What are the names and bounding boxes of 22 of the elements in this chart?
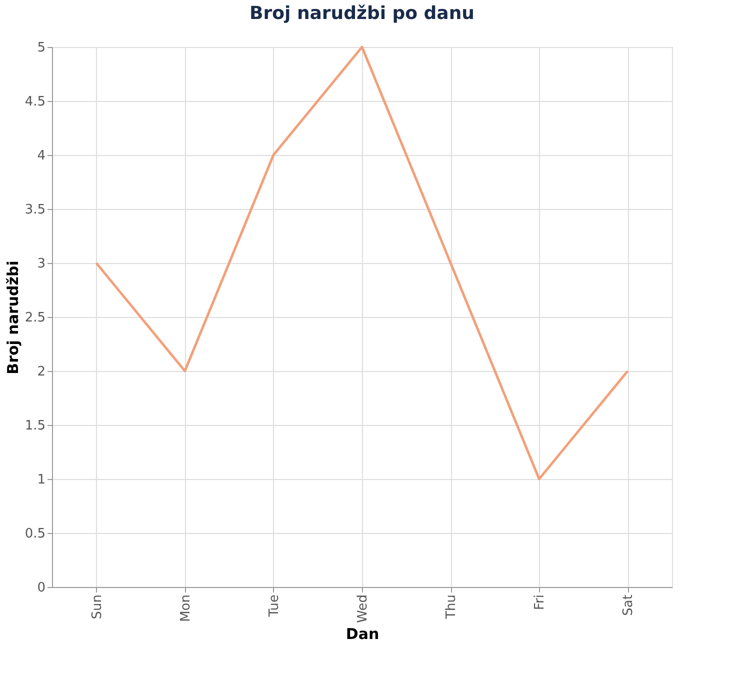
y-tick-label: 4 [37,148,46,164]
x-tick-label: Sun [90,594,105,620]
y-tick-label: 0 [37,580,46,596]
y-tick-label: 3 [37,256,46,272]
x-tick-label: Mon [178,594,194,622]
x-tick-label: Thu [444,594,460,620]
y-tick-label: 1.5 [24,418,46,434]
x-tick-label: Sat [621,594,636,616]
y-tick-label: 4.5 [24,94,46,110]
x-tick-label: Fri [532,594,548,610]
y-tick-label: 1 [37,472,46,488]
x-tick-label: Tue [266,594,282,618]
y-tick-label: 3.5 [24,202,46,218]
y-tick-label: 2 [37,364,46,380]
y-tick-label: 0.5 [24,526,46,542]
line-series [95,46,629,480]
y-tick-label: 2.5 [24,310,46,326]
chart-title: Broj narudžbi po danu [250,3,474,24]
y-axis-title: Broj narudžbi [4,260,22,374]
y-tick-label: 5 [37,40,46,56]
x-tick-label: Wed [356,594,370,623]
x-axis-title: Dan [346,624,380,643]
